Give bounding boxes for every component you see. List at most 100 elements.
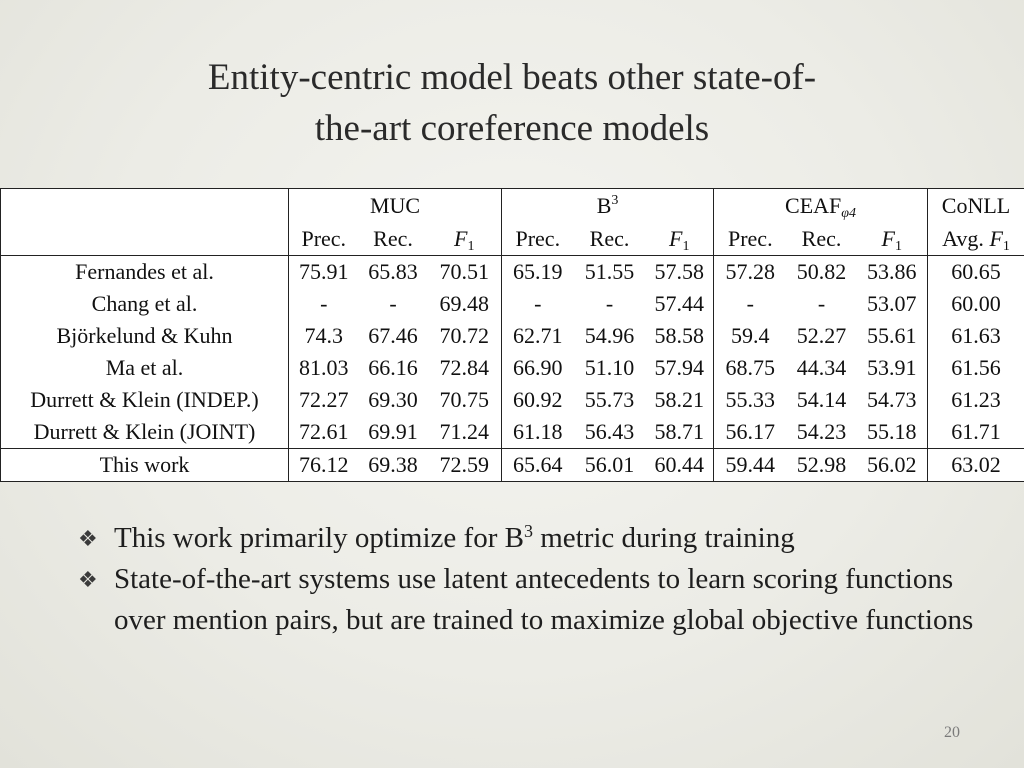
table-cell: 70.72 <box>427 320 503 352</box>
header-muc-prec: Prec. <box>288 223 359 256</box>
row-model-name: This work <box>0 448 289 482</box>
diamond-bullet-icon: ❖ <box>78 567 98 592</box>
table-row: Durrett & Klein (JOINT) 72.61 69.91 71.2… <box>0 416 1024 449</box>
table-cell-best: 56.02 <box>856 448 929 482</box>
header-model-blank <box>0 188 289 223</box>
table-cell: 76.12 <box>288 448 359 482</box>
table-cell: 69.38 <box>358 448 428 482</box>
bullet-item: ❖ This work primarily optimize for B3 me… <box>78 518 978 559</box>
table-cell: 61.23 <box>951 387 1001 412</box>
header-ceaf-f1: F1 <box>856 223 929 256</box>
table-row-this-work: This work 76.12 69.38 72.59 65.64 56.01 … <box>0 448 1024 482</box>
table-cell: - <box>389 291 397 316</box>
table-row: Björkelund & Kuhn 74.3 67.46 70.72 62.71… <box>0 320 1024 352</box>
table-cell: 57.94 <box>645 352 715 384</box>
table-cell: 74.3 <box>304 323 344 348</box>
header-group-muc: MUC <box>288 188 503 223</box>
table-cell: 68.75 <box>725 355 776 380</box>
table-cell: 58.21 <box>645 384 715 416</box>
header-b3-f1: F1 <box>645 223 715 256</box>
table-cell-best: 60.44 <box>645 448 715 482</box>
table-row: Ma et al. 81.03 66.16 72.84 66.90 51.10 … <box>0 352 1024 384</box>
table-cell: 44.34 <box>796 355 847 380</box>
table-cell: - <box>817 291 826 316</box>
table-cell: 70.75 <box>427 384 503 416</box>
row-model-name: Durrett & Klein (INDEP.) <box>0 384 289 416</box>
diamond-bullet-icon: ❖ <box>78 526 98 551</box>
table-cell: 55.73 <box>584 387 635 412</box>
slide-title-line-1: Entity-centric model beats other state-o… <box>207 57 817 98</box>
table-cell: 54.23 <box>796 419 847 444</box>
table-cell: 65.19 <box>513 259 563 284</box>
table-cell: 57.28 <box>725 259 776 284</box>
table-row: Fernandes et al. 75.91 65.83 70.51 65.19… <box>0 255 1024 288</box>
table-cell: 59.44 <box>713 448 787 482</box>
table-cell: 56.01 <box>573 448 646 482</box>
table-row: Durrett & Klein (INDEP.) 72.27 69.30 70.… <box>0 384 1024 416</box>
slide-title: Entity-centric model beats other state-o… <box>60 52 964 154</box>
bullet-text: This work primarily optimize for B3 metr… <box>114 521 795 554</box>
header-ceaf-prec: Prec. <box>713 223 787 256</box>
table-cell: 81.03 <box>299 355 349 380</box>
table-cell: 69.30 <box>368 387 418 412</box>
bullet-text: State-of-the-art systems use latent ante… <box>114 563 974 636</box>
table-cell: 72.27 <box>299 387 349 412</box>
table-cell: 57.44 <box>645 288 715 320</box>
table-cell: 54.14 <box>796 387 847 412</box>
table-cell: 66.90 <box>513 355 563 380</box>
table-cell-best: 72.84 <box>427 352 503 384</box>
row-model-name: Chang et al. <box>0 288 289 320</box>
header-b3-prec: Prec. <box>501 223 574 256</box>
header-muc-rec: Rec. <box>358 223 428 256</box>
table-cell: 69.91 <box>368 419 418 444</box>
table-cell: 67.46 <box>368 323 418 348</box>
table-cell: 70.51 <box>427 255 503 288</box>
table-cell: 59.4 <box>731 323 770 348</box>
row-model-name: Björkelund & Kuhn <box>0 320 289 352</box>
header-group-ceaf: CEAFφ4 <box>713 188 929 223</box>
table-cell: 56.17 <box>725 419 776 444</box>
table-cell: - <box>605 291 614 316</box>
table-cell: 56.43 <box>584 419 635 444</box>
table-row: Chang et al. - - 69.48 - - 57.44 - - 53.… <box>0 288 1024 320</box>
table-cell: 57.58 <box>645 255 715 288</box>
table-cell: 53.86 <box>856 255 929 288</box>
table-cell: 52.98 <box>786 448 857 482</box>
table-cell: 65.64 <box>501 448 574 482</box>
table-cell: 66.16 <box>368 355 418 380</box>
table-cell: 58.71 <box>645 416 715 449</box>
header-group-b3: B3 <box>501 188 715 223</box>
table-cell-best: 63.02 <box>927 448 1024 482</box>
table-cell: - <box>746 291 754 316</box>
table-cell: 51.10 <box>584 355 635 380</box>
table-cell: 51.55 <box>584 259 635 284</box>
table-cell: 65.83 <box>368 259 418 284</box>
table-cell: 75.91 <box>299 259 349 284</box>
table-cell: 72.59 <box>427 448 503 482</box>
table-cell: 50.82 <box>796 259 847 284</box>
results-table: MUC B3 CEAFφ4 CoNLL Prec. Rec. F1 Prec. … <box>0 188 1024 482</box>
slide-title-line-2: the-art coreference models <box>314 108 710 149</box>
table-cell: 71.24 <box>427 416 503 449</box>
table-cell: 60.65 <box>951 259 1001 284</box>
row-model-name: Fernandes et al. <box>0 255 289 288</box>
table-cell: 61.71 <box>951 419 1001 444</box>
table-cell: 69.48 <box>427 288 503 320</box>
row-model-name: Ma et al. <box>0 352 289 384</box>
page-number: 20 <box>944 724 960 741</box>
table-cell: - <box>320 291 328 316</box>
header-conll-avg-f1: Avg. F1 <box>927 223 1024 256</box>
table-cell: 52.27 <box>796 323 847 348</box>
header-b3-rec: Rec. <box>573 223 646 256</box>
table-cell: 60.00 <box>951 291 1001 316</box>
table-cell: 72.61 <box>299 419 349 444</box>
header-ceaf-rec: Rec. <box>786 223 857 256</box>
table-cell: 55.61 <box>856 320 929 352</box>
header-model-blank-2 <box>0 223 289 256</box>
results-table-container: MUC B3 CEAFφ4 CoNLL Prec. Rec. F1 Prec. … <box>0 188 1024 482</box>
table-cell: 53.07 <box>856 288 929 320</box>
bullet-item: ❖ State-of-the-art systems use latent an… <box>78 559 978 641</box>
table-cell: 61.18 <box>513 419 563 444</box>
table-cell: - <box>534 291 542 316</box>
row-model-name: Durrett & Klein (JOINT) <box>0 416 289 449</box>
